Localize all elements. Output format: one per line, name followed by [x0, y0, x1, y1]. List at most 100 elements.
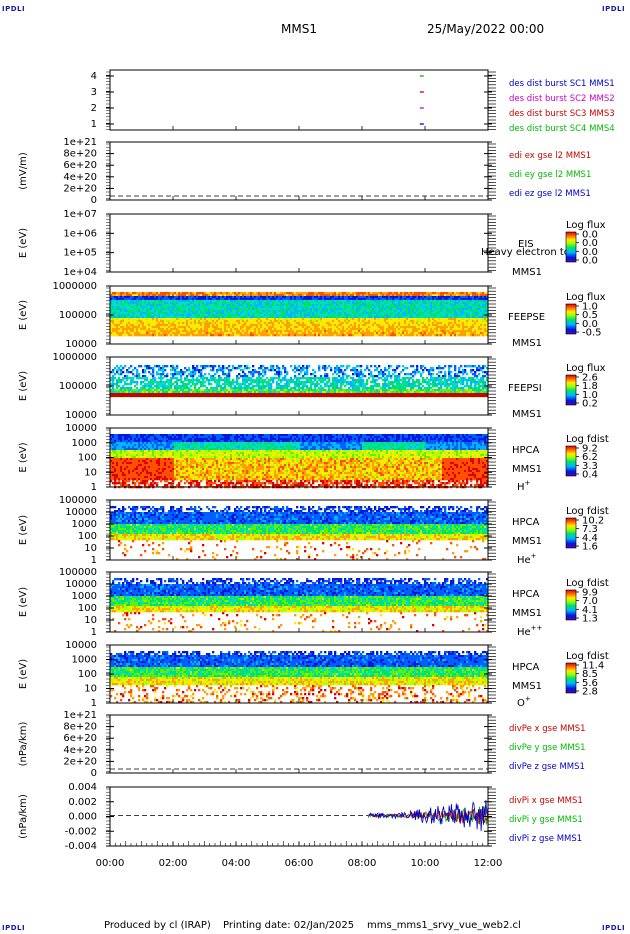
divpi-series-2 [367, 799, 488, 832]
colorbar-tick-hpca_o: 2.8 [582, 687, 598, 698]
ylabel-divpi: (nPa/km) [18, 794, 29, 839]
ytick-label: 1 [91, 627, 97, 638]
ytick-label: 0 [91, 768, 97, 779]
colorbar-tick-hpca_h: 6.2 [582, 452, 598, 463]
panel-eis: 1e+07 1e+06 1e+05 1e+04 E (eV) EIS MMS1 Heavy e… [18, 209, 606, 278]
panel-feepsi: 1000000 100000 10000 E (eV) FEEPSI MMS1 Log fl… [18, 352, 606, 421]
legend-edi-1: edi ey gse l2 MMS1 [509, 170, 591, 180]
ylabel-feepse: E (eV) [18, 300, 29, 330]
colorbar-tick-hpca_he: 4.4 [582, 533, 598, 544]
ytick-label: 1 [91, 698, 97, 709]
ytick-label: 3 [91, 87, 97, 98]
colorbar-tick-feepse: 0.0 [582, 319, 598, 330]
ylabel-divpe: (nPa/km) [18, 722, 29, 767]
ytick-label: 8e+20 [63, 149, 97, 160]
footer-produced-by: Produced by cl (IRAP) [104, 920, 211, 931]
spacecraft-label-eis: MMS1 [512, 267, 542, 278]
species-label-hpca_he: He+ [517, 552, 537, 566]
colorbar-tick-hpca_hepp: 9.9 [582, 588, 598, 599]
spacecraft-label-feepsi: MMS1 [512, 409, 542, 420]
ytick-label: 1000000 [52, 281, 97, 292]
colorbar-hpca_h [565, 445, 577, 477]
colorbar-title-feepse: Log flux [566, 292, 606, 303]
colorbar-tick-hpca_o: 8.5 [582, 669, 598, 680]
ytick-label: 10000 [65, 423, 97, 434]
ytick-label: 0 [91, 195, 97, 206]
ytick-label: 1 [91, 482, 97, 493]
ytick-label: -0.004 [65, 841, 97, 852]
colorbar-tick-feepsi: 2.6 [582, 373, 598, 384]
instrument-label-eis: EIS [518, 239, 534, 250]
ytick-label: 8e+20 [63, 722, 97, 733]
colorbar-title-hpca_h: Log fdist [566, 434, 609, 445]
spacecraft-title: MMS1 [281, 22, 317, 36]
ytick-label: 100 [78, 453, 97, 464]
colorbar-tick-feepsi: 0.2 [582, 399, 598, 410]
legend-divpi-2: divPi z gse MMS1 [509, 834, 582, 844]
colorbar-tick-hpca_h: 9.2 [582, 444, 598, 455]
legend-edi-2: edi ez gse l2 MMS1 [509, 189, 591, 199]
species-label-hpca_hepp: He++ [517, 624, 543, 638]
spacecraft-label-hpca_h: MMS1 [512, 464, 542, 475]
colorbar-tick-feepsi: 1.8 [582, 381, 598, 392]
ytick-label: 100 [78, 669, 97, 680]
xtick-label: 12:00 [474, 858, 503, 869]
colorbar-title-hpca_he: Log fdist [566, 506, 609, 517]
ytick-label: -0.002 [65, 826, 97, 837]
instrument-label-hpca_o: HPCA [512, 662, 540, 673]
legend-divpe-0: divPe x gse MMS1 [509, 724, 586, 734]
footer-printing-date: Printing date: 02/Jan/2025 [223, 920, 354, 931]
instrument-label-hpca_h: HPCA [512, 445, 540, 456]
colorbar-tick-feepse: 1.0 [582, 302, 598, 313]
footer-filename: mms_mms1_srvy_vue_web2.cl [367, 920, 521, 931]
colorbar-feepsi [565, 374, 577, 406]
datetime-title: 25/May/2022 00:00 [427, 22, 544, 36]
ytick-label: 100000 [59, 567, 97, 578]
xtick-label: 00:00 [96, 858, 125, 869]
ytick-label: 100000 [59, 381, 97, 392]
colorbar-title-eis: Log flux [566, 220, 606, 231]
ytick-label: 0.000 [68, 812, 97, 823]
legend-divpi-1: divPi y gse MMS1 [509, 815, 583, 825]
species-label-hpca_o: O+ [517, 695, 531, 709]
colorbar-tick-hpca_he: 1.6 [582, 542, 598, 553]
ylabel-eis: E (eV) [18, 228, 29, 258]
colorbar-feepse [565, 303, 577, 335]
ytick-label: 10 [84, 684, 97, 695]
panel-hpca_h: 10000 1000 100 10 1 E (eV) HPCA MMS1 H+ Log fdist… [18, 423, 609, 493]
ytick-label: 6e+20 [63, 733, 97, 744]
spacecraft-label-feepse: MMS1 [512, 338, 542, 349]
corner-label-bottom-left: IPDLI [2, 924, 25, 932]
ytick-label: 10000 [65, 410, 97, 421]
colorbar-title-hpca_hepp: Log fdist [566, 578, 609, 589]
ytick-label: 1000 [72, 655, 97, 666]
colorbar-tick-eis: 0.0 [582, 230, 598, 241]
ytick-label: 4e+20 [63, 172, 97, 183]
ylabel-feepsi: E (eV) [18, 371, 29, 401]
legend-burst-3: des dist burst SC4 MMS4 [509, 124, 615, 134]
legend-burst-2: des dist burst SC3 MMS3 [509, 109, 615, 119]
ytick-label: 1e+04 [63, 267, 97, 278]
ytick-label: 1e+21 [63, 710, 97, 721]
xtick-label: 02:00 [159, 858, 188, 869]
colorbar-tick-feepse: 0.5 [582, 310, 598, 321]
ytick-label: 2 [91, 103, 97, 114]
ytick-label: 6e+20 [63, 160, 97, 171]
ytick-label: 1 [91, 119, 97, 130]
colorbar-tick-hpca_o: 11.4 [582, 661, 604, 672]
corner-label-top-right: IPDLI [602, 5, 625, 13]
instrument-label-hpca_he: HPCA [512, 517, 540, 528]
legend-divpe-2: divPe z gse MMS1 [509, 762, 585, 772]
panel-hpca_o: 10000 1000 100 10 1 E (eV) HPCA MMS1 O+ Log fdist… [18, 640, 609, 709]
colorbar-tick-hpca_hepp: 7.0 [582, 596, 598, 607]
ytick-label: 10000 [65, 507, 97, 518]
colorbar-tick-eis: 0.0 [582, 238, 598, 249]
ylabel-hpca_hepp: E (eV) [18, 587, 29, 617]
ylabel-hpca_o: E (eV) [18, 659, 29, 689]
colorbar-title-feepsi: Log flux [566, 363, 606, 374]
ytick-label: 2e+20 [63, 756, 97, 767]
ytick-label: 100 [78, 531, 97, 542]
